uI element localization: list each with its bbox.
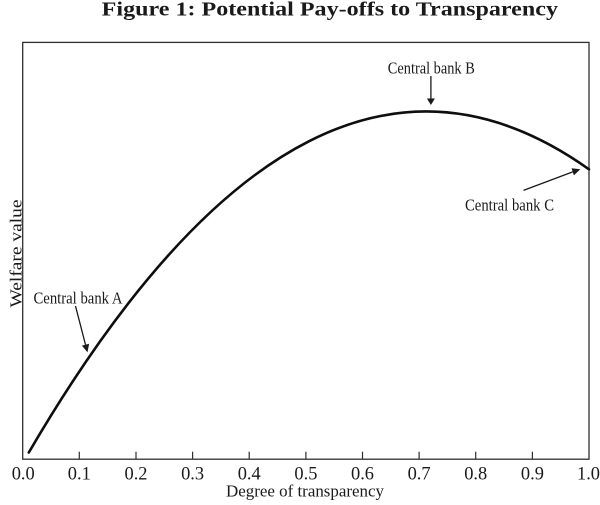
svg-text:0.6: 0.6 [351, 464, 374, 485]
svg-text:1.0: 1.0 [577, 464, 600, 485]
svg-text:Central bank A: Central bank A [34, 288, 124, 307]
svg-text:0.2: 0.2 [125, 464, 148, 485]
svg-text:Central bank B: Central bank B [388, 59, 475, 78]
svg-text:0.0: 0.0 [12, 464, 35, 485]
svg-text:Figure 1: Potential Pay-offs t: Figure 1: Potential Pay-offs to Transpar… [102, 0, 559, 21]
svg-text:0.4: 0.4 [238, 464, 261, 485]
svg-text:0.9: 0.9 [521, 464, 544, 485]
svg-text:Central bank C: Central bank C [465, 196, 554, 215]
svg-text:Degree of transparency: Degree of transparency [226, 482, 384, 501]
svg-text:Welfare value: Welfare value [7, 200, 26, 308]
svg-text:0.1: 0.1 [68, 464, 91, 485]
svg-text:0.7: 0.7 [408, 464, 431, 485]
svg-text:0.8: 0.8 [464, 464, 487, 485]
svg-text:0.3: 0.3 [181, 464, 204, 485]
svg-text:0.5: 0.5 [294, 464, 317, 485]
